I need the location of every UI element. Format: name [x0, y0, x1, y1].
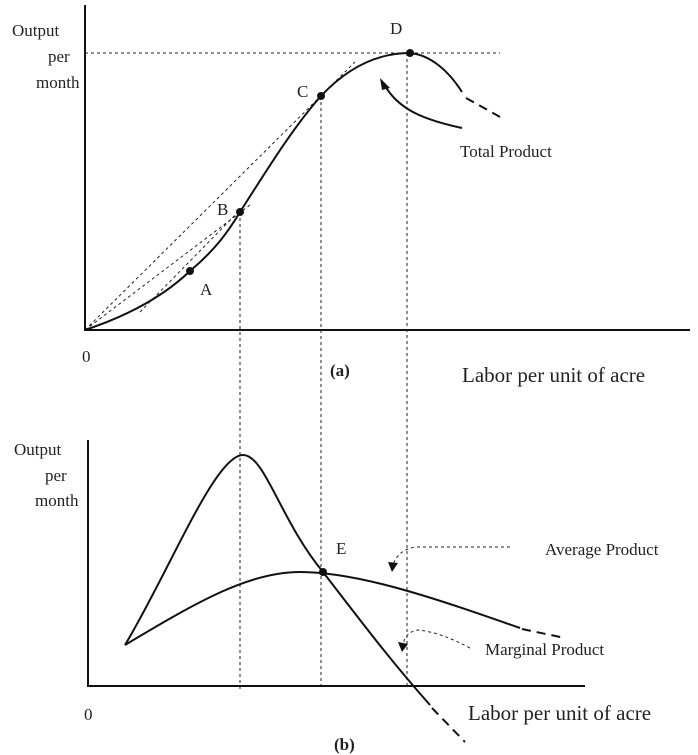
point [319, 568, 327, 576]
curve-label: Total Product [460, 142, 552, 161]
y-label: month [35, 491, 79, 510]
arrow-head [380, 78, 390, 90]
axes [84, 5, 690, 331]
x-label: Labor per unit of acre [468, 701, 651, 725]
point-label: D [390, 19, 402, 38]
guide-lines [84, 52, 500, 690]
marginal-product-curve [124, 453, 431, 706]
caption: (b) [334, 735, 355, 754]
total-product-curve [84, 51, 463, 331]
y-label: per [48, 47, 70, 66]
origin: 0 [82, 347, 91, 366]
point-label: B [217, 200, 228, 219]
point-label: A [200, 280, 213, 299]
y-label: month [36, 73, 80, 92]
panel-a: Output per month 0 (a) Labor per unit of… [12, 5, 690, 690]
arrow [383, 83, 463, 129]
point-label: C [297, 82, 308, 101]
x-label: Labor per unit of acre [462, 363, 645, 387]
points [186, 49, 414, 275]
origin: 0 [84, 705, 93, 724]
y-label: Output [14, 440, 62, 459]
arrow-heads [388, 562, 408, 652]
curve-label: Marginal Product [485, 640, 604, 659]
y-label: per [45, 466, 67, 485]
marginal-product-tail [431, 707, 466, 743]
curve-label: Average Product [545, 540, 659, 559]
average-product-tail [521, 628, 566, 639]
average-product-curve [124, 570, 521, 646]
point-label: E [336, 539, 346, 558]
axes [87, 440, 585, 687]
caption: (a) [330, 361, 350, 380]
panel-b: Output per month 0 (b) Labor per unit of… [14, 440, 659, 754]
y-label: Output [12, 21, 60, 40]
total-product-tail [465, 97, 503, 119]
leaders [392, 546, 510, 649]
